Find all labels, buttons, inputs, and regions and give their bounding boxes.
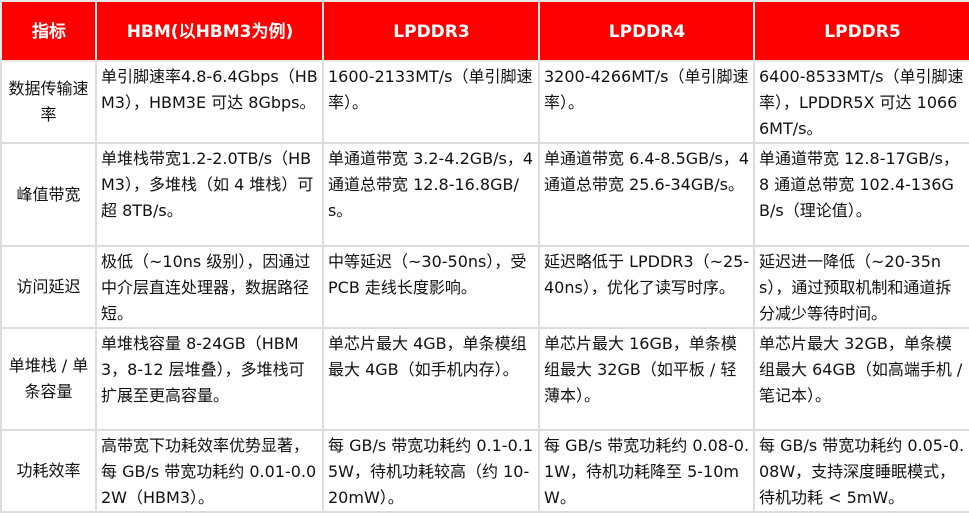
table-cell: 每 GB/s 带宽功耗约 0.08-0.1W，待机功耗降至 5-10mW。: [538, 429, 755, 513]
table-cell: 3200-4266MT/s（单引脚速率）。: [538, 60, 755, 144]
table-cell: 单芯片最大 16GB，单条模组最大 32GB（如平板 / 轻薄本）。: [538, 327, 755, 431]
table-cell: 单通道带宽 12.8-17GB/s，8 通道总带宽 102.4-136GB/s（…: [753, 142, 969, 247]
row-label: 单堆栈 / 单条容量: [0, 327, 97, 431]
table-cell: 单芯片最大 32GB，单条模组最大 64GB（如高端手机 / 笔记本）。: [753, 327, 969, 431]
header-hbm: HBM(以HBM3为例): [95, 0, 324, 62]
table-cell: 中等延迟（~30-50ns），受 PCB 走线长度影响。: [322, 245, 540, 329]
table-cell: 单通道带宽 6.4-8.5GB/s，4 通道总带宽 25.6-34GB/s。: [538, 142, 755, 247]
table-cell: 单引脚速率4.8-6.4Gbps（HBM3），HBM3E 可达 8Gbps。: [95, 60, 324, 144]
table-cell: 1600-2133MT/s（单引脚速率）。: [322, 60, 540, 144]
header-lpddr5: LPDDR5: [753, 0, 969, 62]
table-row: 访问延迟 极低（~10ns 级别），因通过中介层直连处理器，数据路径短。 中等延…: [0, 245, 969, 329]
row-label: 峰值带宽: [0, 142, 97, 247]
header-lpddr3: LPDDR3: [322, 0, 540, 62]
table-row: 峰值带宽 单堆栈带宽1.2-2.0TB/s（HBM3），多堆栈（如 4 堆栈）可…: [0, 142, 969, 247]
table-cell: 单通道带宽 3.2-4.2GB/s，4 通道总带宽 12.8-16.8GB/s。: [322, 142, 540, 247]
table-row: 单堆栈 / 单条容量 单堆栈容量 8-24GB（HBM3，8-12 层堆叠），多…: [0, 327, 969, 431]
header-row: 指标 HBM(以HBM3为例) LPDDR3 LPDDR4 LPDDR5: [0, 0, 969, 62]
table-row: 功耗效率 高带宽下功耗效率优势显著，每 GB/s 带宽功耗约 0.01-0.02…: [0, 429, 969, 513]
table-cell: 极低（~10ns 级别），因通过中介层直连处理器，数据路径短。: [95, 245, 324, 329]
table-cell: 单堆栈带宽1.2-2.0TB/s（HBM3），多堆栈（如 4 堆栈）可超 8TB…: [95, 142, 324, 247]
table-cell: 单芯片最大 4GB，单条模组最大 4GB（如手机内存）。: [322, 327, 540, 431]
header-metric: 指标: [0, 0, 97, 62]
table-cell: 高带宽下功耗效率优势显著，每 GB/s 带宽功耗约 0.01-0.02W（HBM…: [95, 429, 324, 513]
row-label: 访问延迟: [0, 245, 97, 329]
table-cell: 延迟略低于 LPDDR3（~25-40ns），优化了读写时序。: [538, 245, 755, 329]
header-lpddr4: LPDDR4: [538, 0, 755, 62]
table-cell: 单堆栈容量 8-24GB（HBM3，8-12 层堆叠），多堆栈可扩展至更高容量。: [95, 327, 324, 431]
table-cell: 每 GB/s 带宽功耗约 0.05-0.08W，支持深度睡眠模式，待机功耗 < …: [753, 429, 969, 513]
table-cell: 每 GB/s 带宽功耗约 0.1-0.15W，待机功耗较高（约 10-20mW）…: [322, 429, 540, 513]
table-cell: 延迟进一降低（~20-35ns），通过预取机制和通道拆分减少等待时间。: [753, 245, 969, 329]
table-row: 数据传输速率 单引脚速率4.8-6.4Gbps（HBM3），HBM3E 可达 8…: [0, 60, 969, 144]
row-label: 数据传输速率: [0, 60, 97, 144]
table-cell: 6400-8533MT/s（单引脚速率），LPDDR5X 可达 10666MT/…: [753, 60, 969, 144]
row-label: 功耗效率: [0, 429, 97, 513]
